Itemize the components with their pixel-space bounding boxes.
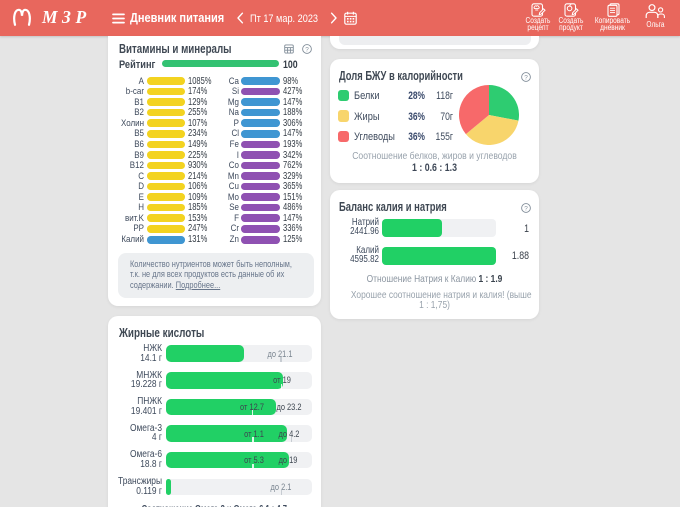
svg-text:?: ?	[305, 46, 309, 53]
svg-text:?: ?	[524, 205, 528, 212]
svg-text:?: ?	[524, 74, 528, 81]
